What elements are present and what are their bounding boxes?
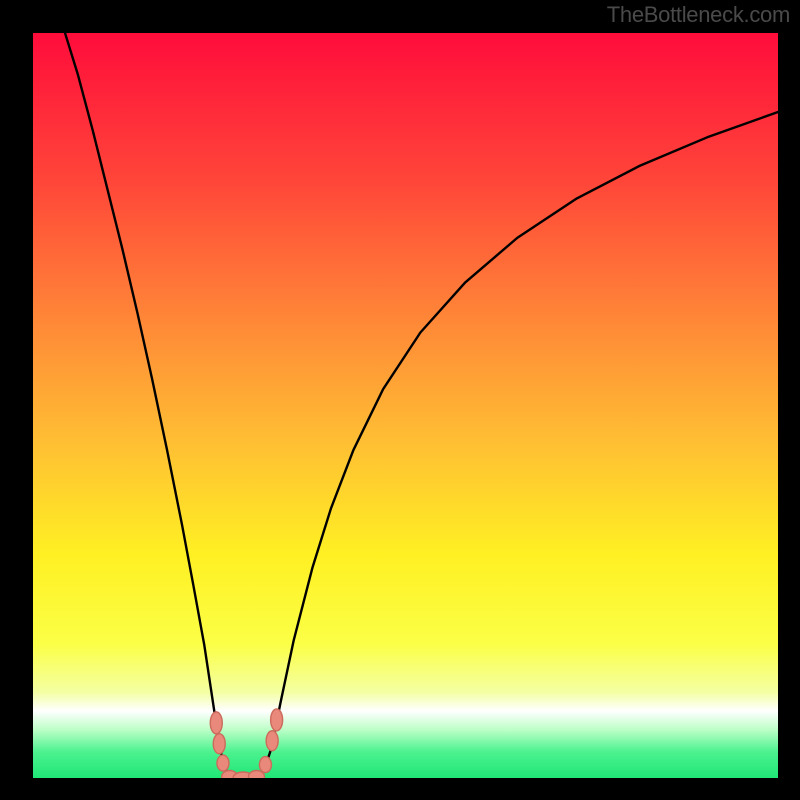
marker-point (271, 709, 283, 731)
marker-point (259, 757, 271, 773)
watermark-text: TheBottleneck.com (607, 2, 790, 28)
marker-point (213, 734, 225, 754)
marker-point (217, 755, 229, 771)
chart-svg (33, 33, 778, 778)
marker-point (266, 731, 278, 751)
bottleneck-chart (33, 33, 778, 778)
gradient-background (33, 33, 778, 778)
marker-point (210, 712, 222, 734)
